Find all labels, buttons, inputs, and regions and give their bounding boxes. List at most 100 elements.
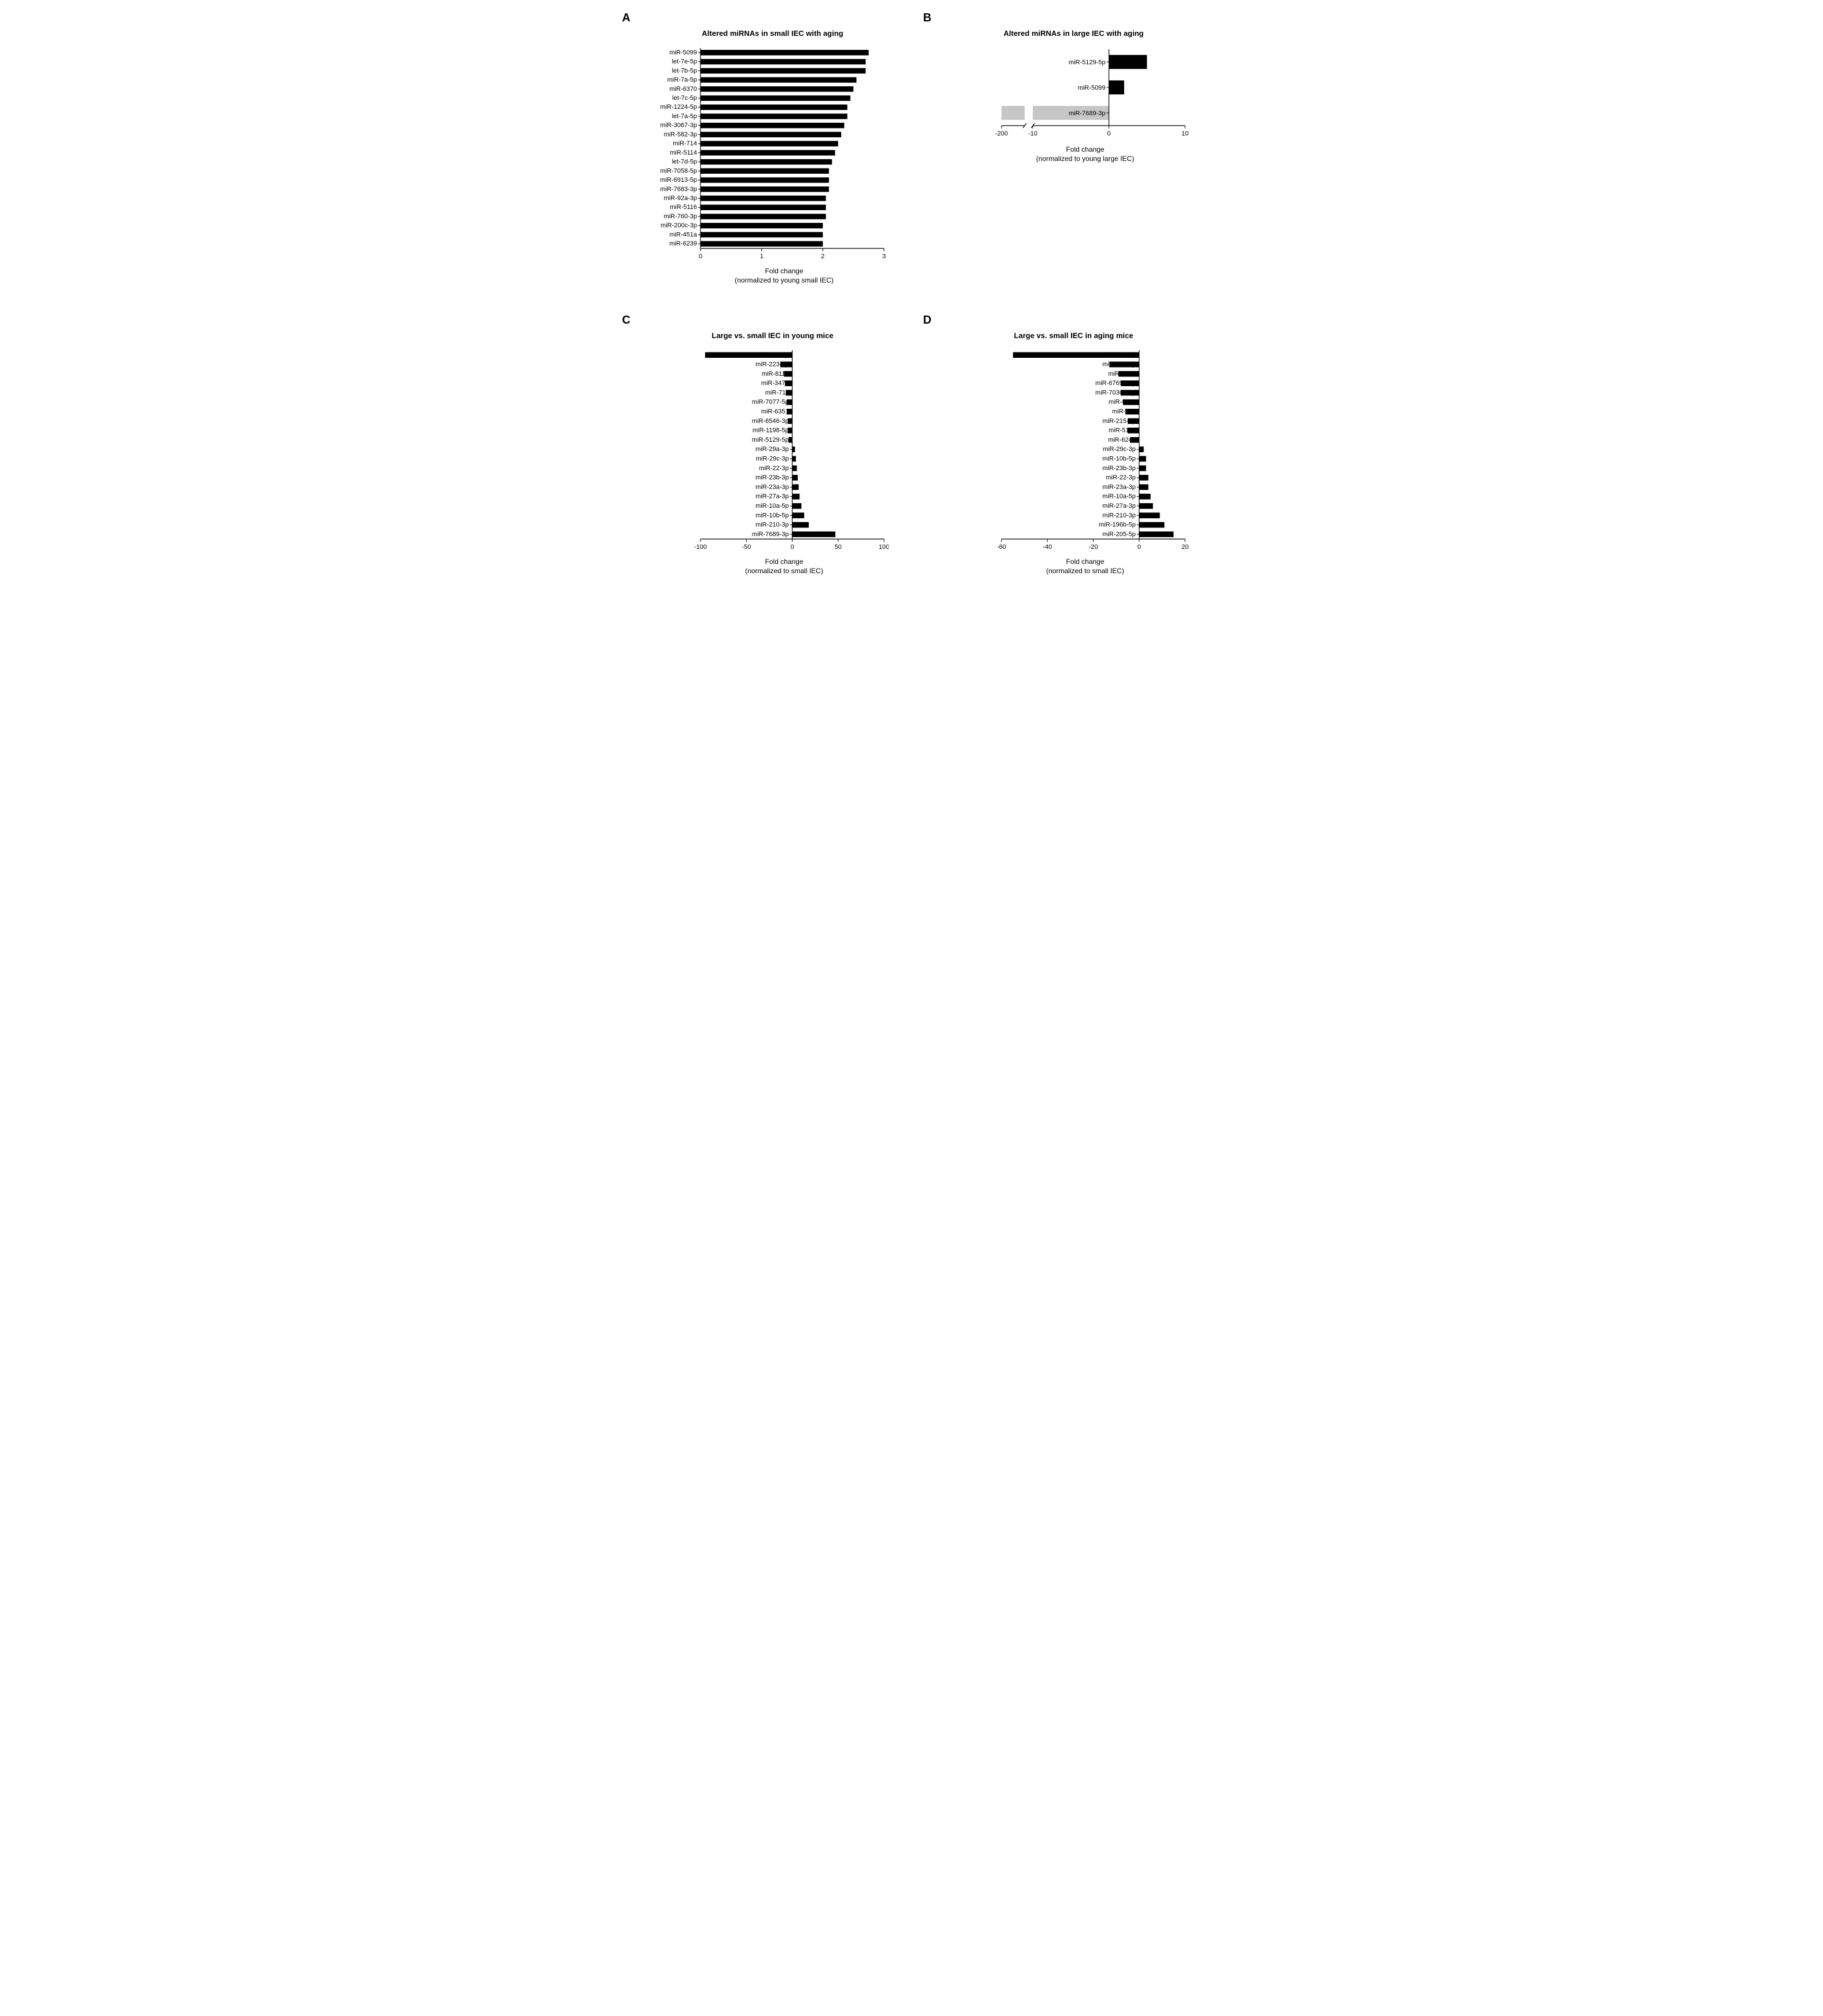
x-tick-label: 20 (1181, 544, 1188, 551)
panel-b-xlabel-line2: (normalized to young large IEC) (1036, 155, 1134, 163)
x-tick-label: -200 (995, 130, 1007, 137)
x-tick-label: -20 (1088, 544, 1098, 551)
bar-label: miR-23a-3p (1102, 484, 1135, 491)
panel-b-chart: miR-5129-5pmiR-5099miR-7689-3p-200-10010 (947, 45, 1190, 143)
bar-label: miR-7689-3p (751, 531, 788, 538)
bar-label: miR-205-5p (1102, 531, 1135, 538)
panel-a-xlabel-line2: (normalized to young small IEC) (735, 276, 834, 284)
bar-label: miR-7683-3p (660, 186, 697, 193)
bar-label: miR-210-3p (755, 522, 788, 529)
bar-label: miR-451a (669, 231, 698, 238)
bar (700, 223, 823, 228)
bar (700, 141, 838, 146)
bar-label: miR-8113 (1108, 399, 1135, 406)
x-tick-label: 1 (760, 253, 763, 260)
bar (700, 205, 826, 210)
bar-label: miR-196b-5p (1099, 522, 1136, 529)
bar-label: miR-714 (673, 140, 697, 147)
x-tick-label: 50 (834, 544, 841, 551)
bar (700, 168, 829, 174)
panel-c-xlabel-line2: (normalized to small IEC) (745, 567, 823, 575)
bar-label: miR-22-3p (1106, 474, 1135, 481)
bar (700, 123, 844, 128)
bar-label: miR-6546-3p (751, 417, 788, 424)
bar-label: miR-6240 (1108, 437, 1136, 443)
panel-c-title: Large vs. small IEC in young mice (645, 331, 900, 340)
x-tick-label: 0 (1137, 544, 1140, 551)
bar-label: miR-92a-3p (663, 195, 696, 202)
bar-label: miR-7077-5p (751, 399, 788, 406)
bar (1139, 465, 1146, 471)
x-tick-label: 0 (790, 544, 794, 551)
figure-grid: A Altered miRNAs in small IEC with aging… (622, 12, 1201, 576)
bar-label: miR-5129-5p (751, 437, 788, 443)
panel-c-chart: miR-31-5pmiR-223-3pmiR-8113miR-3474miR-7… (645, 347, 889, 555)
bar (700, 159, 832, 164)
bar-label: miR-10b-5p (755, 512, 788, 519)
bar (700, 132, 841, 137)
bar (792, 522, 809, 528)
bar (700, 59, 865, 64)
bar (1109, 80, 1124, 94)
bar (792, 465, 797, 471)
panel-b-letter: B (923, 12, 931, 25)
bar (792, 475, 798, 481)
bar (792, 446, 795, 452)
bar-label: miR-31-5p (1106, 351, 1135, 358)
bar-label: miR-29a-3p (755, 446, 788, 453)
bar (1139, 513, 1160, 519)
bar (700, 186, 829, 192)
bar (1139, 456, 1146, 462)
bar (1139, 494, 1150, 500)
bar-label: miR-5116 (670, 204, 697, 211)
bar (1139, 446, 1143, 452)
bar-label: miR-7689-3p (1068, 110, 1105, 117)
bar-label: miR-29c-3p (755, 456, 788, 463)
bar-label: miR-7058-5p (660, 167, 697, 174)
panel-d-chart: miR-31-5pmiR-223-3pmiR-6351miR-6769b-5pm… (947, 347, 1190, 555)
panel-a: A Altered miRNAs in small IEC with aging… (622, 12, 900, 285)
panel-c-xlabel: Fold change (normalized to small IEC) (698, 558, 871, 576)
bar-label: miR-1224-5p (660, 104, 697, 111)
x-tick-label: -10 (1028, 130, 1037, 137)
panel-d-xlabel-line1: Fold change (1066, 558, 1104, 566)
x-tick-label: -100 (694, 544, 706, 551)
bar-label: miR-582-3p (663, 131, 696, 138)
bar-label: miR-200c-3p (661, 222, 697, 229)
x-tick-label: -60 (997, 544, 1006, 551)
panel-a-xlabel: Fold change (normalized to young small I… (698, 267, 871, 285)
panel-a-title: Altered miRNAs in small IEC with aging (645, 29, 900, 38)
bar-label: miR-27a-3p (755, 493, 788, 500)
bar (1002, 106, 1025, 120)
panel-a-chart: miR-5099let-7e-5plet-7b-5pmiR-7a-5pmiR-6… (645, 45, 889, 265)
bar (700, 177, 829, 182)
bar-label: let-7e-5p (672, 58, 696, 65)
panel-d-letter: D (923, 314, 931, 327)
bar-label: miR-711 (765, 390, 788, 397)
bar (700, 113, 848, 119)
panel-a-xlabel-line1: Fold change (765, 267, 803, 275)
bar-label: miR-6913-5p (660, 177, 697, 184)
panel-d-xlabel-line2: (normalized to small IEC) (1046, 567, 1124, 575)
panel-b-title: Altered miRNAs in large IEC with aging (947, 29, 1201, 38)
x-tick-label: 10 (1181, 130, 1188, 137)
bar-label: miR-6351 (761, 408, 788, 415)
panel-b-xlabel: Fold change (normalized to young large I… (999, 145, 1172, 163)
bar-label: miR-6370 (669, 86, 697, 93)
bar (1139, 532, 1173, 537)
x-tick-label: -50 (742, 544, 751, 551)
bar (792, 485, 798, 490)
bar (1109, 55, 1147, 69)
bar-label: miR-6351 (1108, 371, 1136, 377)
x-tick-label: 0 (698, 253, 702, 260)
bar (792, 456, 795, 462)
bar (1139, 475, 1148, 481)
bar (700, 96, 850, 101)
bar-label: miR-3474 (761, 380, 788, 387)
bar-label: miR-760-3p (663, 213, 696, 220)
bar-label: miR-5129-5p (1068, 59, 1105, 66)
panel-c: C Large vs. small IEC in young mice miR-… (622, 314, 900, 576)
bar (700, 150, 835, 155)
bar-label: miR-23a-3p (755, 484, 788, 491)
bar-label: miR-6239 (669, 240, 697, 247)
